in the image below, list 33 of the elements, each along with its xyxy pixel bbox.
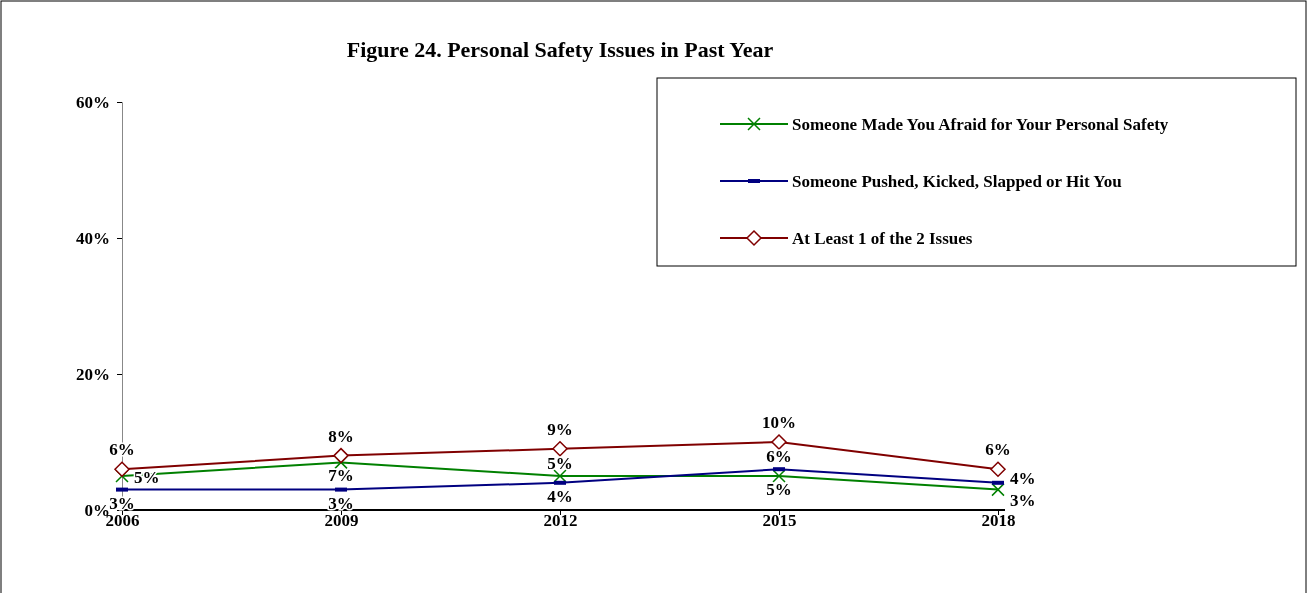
x-tick-label: 2009 <box>324 511 359 530</box>
y-tick-label: 40% <box>76 228 110 248</box>
point <box>772 469 786 483</box>
data-label: 3% <box>1010 490 1036 510</box>
y-tick-label: 20% <box>76 364 110 384</box>
x-tick-label: 2012 <box>543 511 578 530</box>
legend-label: Someone Made You Afraid for Your Personal Safety <box>792 115 1169 134</box>
data-label: 4% <box>1010 468 1036 488</box>
x-tick-label: 2015 <box>762 511 797 530</box>
data-label: 8% <box>328 426 354 446</box>
point <box>771 434 787 450</box>
data-label: 9% <box>547 419 573 439</box>
point <box>114 461 130 477</box>
point <box>552 441 568 457</box>
x-tick-label: 2018 <box>981 511 1016 530</box>
data-label: 5% <box>547 454 573 473</box>
point <box>333 447 349 464</box>
point <box>991 482 1005 497</box>
data-label: 6% <box>766 447 792 467</box>
data-label: 4% <box>547 486 573 506</box>
data-label: 3% <box>109 493 135 513</box>
data-label: 10% <box>762 413 796 432</box>
y-tick-label: 60% <box>76 92 110 112</box>
point <box>553 469 567 483</box>
data-label: 7% <box>328 466 354 486</box>
data-label: 6% <box>109 440 135 460</box>
data-label: 5% <box>766 480 792 499</box>
chart-title: Figure 24. Personal Safety Issues in Past Year <box>346 37 774 62</box>
legend-label: At Least 1 of the 2 Issues <box>792 229 973 248</box>
data-label: 3% <box>328 493 354 513</box>
legend-label: Someone Pushed, Kicked, Slapped or Hit You <box>792 172 1122 191</box>
data-label: 6% <box>985 440 1011 460</box>
point <box>990 461 1006 477</box>
